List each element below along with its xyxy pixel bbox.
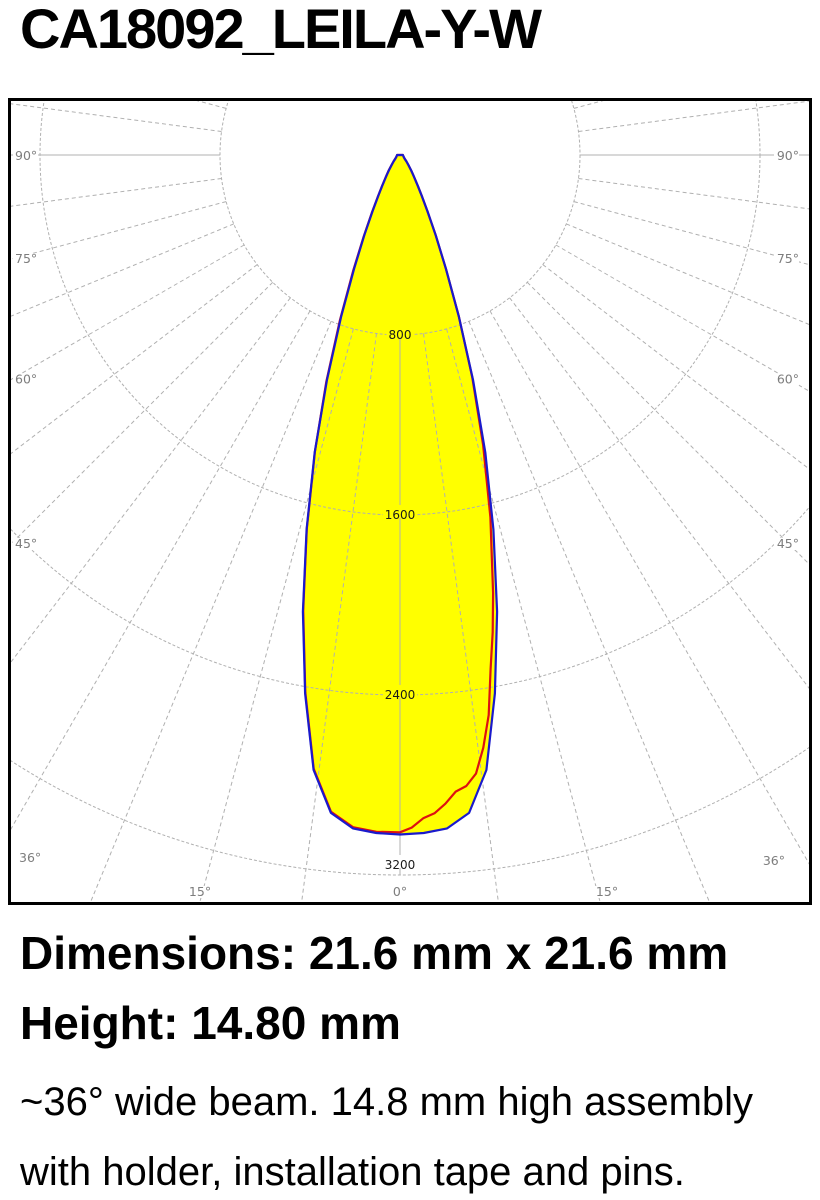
angle-label: 90° [15, 148, 37, 163]
angle-label-bg [594, 886, 620, 898]
ring-label: 2400 [385, 688, 416, 702]
grid-ray [11, 297, 291, 663]
grid-ray [11, 201, 227, 260]
polar-chart: 800 1600 2400 3200 90° 75° 60° 45° 36° 90° 75° 60° 4… [8, 98, 812, 905]
grid-ray [578, 101, 809, 132]
beam-curve-blue [301, 153, 499, 836]
ring-label: 800 [389, 328, 412, 342]
grid-ray [11, 264, 258, 455]
grid-ray [11, 310, 311, 830]
grid-ray [11, 244, 245, 381]
angle-label: 36° [763, 853, 785, 868]
angle-label: 60° [777, 372, 799, 387]
polar-chart-svg: 800 1600 2400 3200 90° 75° 60° 45° 36° 90° 75° 60° 4… [11, 101, 809, 902]
angle-label: 75° [15, 251, 37, 266]
angle-label-bg [760, 855, 785, 867]
grid-ray [573, 101, 604, 109]
grid-ray [566, 223, 809, 325]
page-title: CA18092_LEILA-Y-W [20, 0, 542, 60]
angle-label: 60° [15, 372, 37, 387]
angle-label-bg [13, 253, 38, 266]
angle-label-bg [774, 538, 799, 550]
grid-ray [11, 223, 234, 317]
angle-label-bg [774, 253, 799, 266]
angle-label: 0° [393, 884, 407, 899]
beam-description-line2: with holder, installation tape and pins. [20, 1150, 685, 1194]
angle-label-bg [187, 886, 213, 898]
ring-label: 3200 [385, 858, 416, 872]
angle-label: 75° [777, 251, 799, 266]
grid-ray [573, 201, 809, 266]
angle-label: 36° [19, 850, 41, 865]
grid-ray [11, 178, 222, 207]
grid-ray [90, 321, 332, 902]
grid-ray [509, 297, 809, 689]
ring-label-bg [383, 505, 417, 518]
spec-dimensions: Dimensions: 21.6 mm x 21.6 mm [20, 927, 729, 979]
grid-ray [489, 310, 809, 865]
angle-label: 90° [777, 148, 799, 163]
grid-ray [542, 264, 809, 470]
angle-label-bg [774, 150, 799, 162]
angle-label-bg [13, 373, 38, 386]
grid-ray [11, 103, 222, 132]
ring-label: 1600 [385, 508, 416, 522]
angle-label: 15° [596, 884, 618, 899]
angle-label: 45° [777, 536, 799, 551]
angle-label-bg [13, 150, 38, 162]
angle-label-bg [13, 538, 38, 550]
angle-label-bg [774, 373, 799, 386]
grid-ray [578, 178, 809, 210]
grid-ray [468, 321, 710, 902]
ring-label-bg [383, 685, 417, 698]
ring-label-bg [383, 855, 417, 868]
angle-label: 15° [189, 884, 211, 899]
polar-plot-group: 800 1600 2400 3200 90° 75° 60° 45° 36° 90° 75° 60° 4… [11, 101, 809, 902]
angle-label-bg [391, 886, 409, 898]
angle-label-bg [17, 852, 42, 864]
beam-description-line1: ~36° wide beam. 14.8 mm high assembly [20, 1080, 754, 1124]
spec-height: Height: 14.80 mm [20, 997, 401, 1049]
grid-ray [11, 281, 274, 545]
grid-ray [555, 244, 809, 392]
grid-ray [526, 281, 809, 565]
ring-label-bg [386, 325, 414, 338]
angle-label: 45° [15, 536, 37, 551]
